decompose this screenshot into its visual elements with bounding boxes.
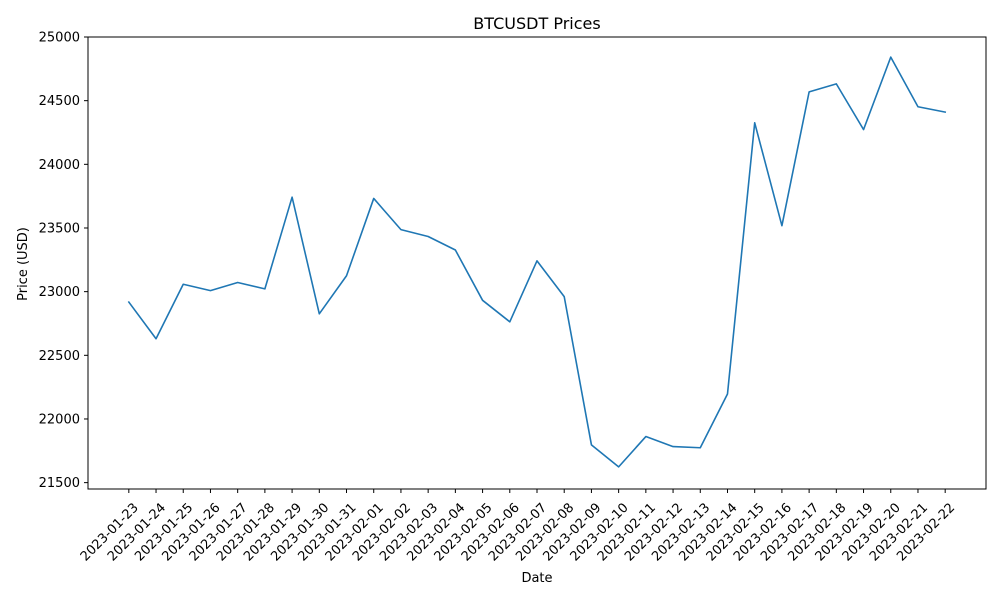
y-tick-label: 24500 xyxy=(39,94,80,109)
y-tick-label: 23500 xyxy=(39,221,80,236)
x-axis-label: Date xyxy=(521,571,552,586)
y-tick-label: 21500 xyxy=(39,476,80,491)
series-group xyxy=(129,57,945,467)
y-axis: 21500 22000 22500 23000 23500 24000 24500 25000 xyxy=(39,31,88,492)
y-tick-label: 25000 xyxy=(39,31,80,46)
plot-frame xyxy=(88,37,986,489)
y-axis-label: Price (USD) xyxy=(16,227,31,301)
chart-title: BTCUSDT Prices xyxy=(473,14,600,33)
y-tick-label: 23000 xyxy=(39,285,80,300)
y-tick-label: 24000 xyxy=(39,158,80,173)
x-axis: 2023-01-232023-01-242023-01-252023-01-26… xyxy=(78,489,958,564)
y-tick-label: 22000 xyxy=(39,412,80,427)
y-tick-label: 22500 xyxy=(39,349,80,364)
series-line xyxy=(129,57,945,467)
